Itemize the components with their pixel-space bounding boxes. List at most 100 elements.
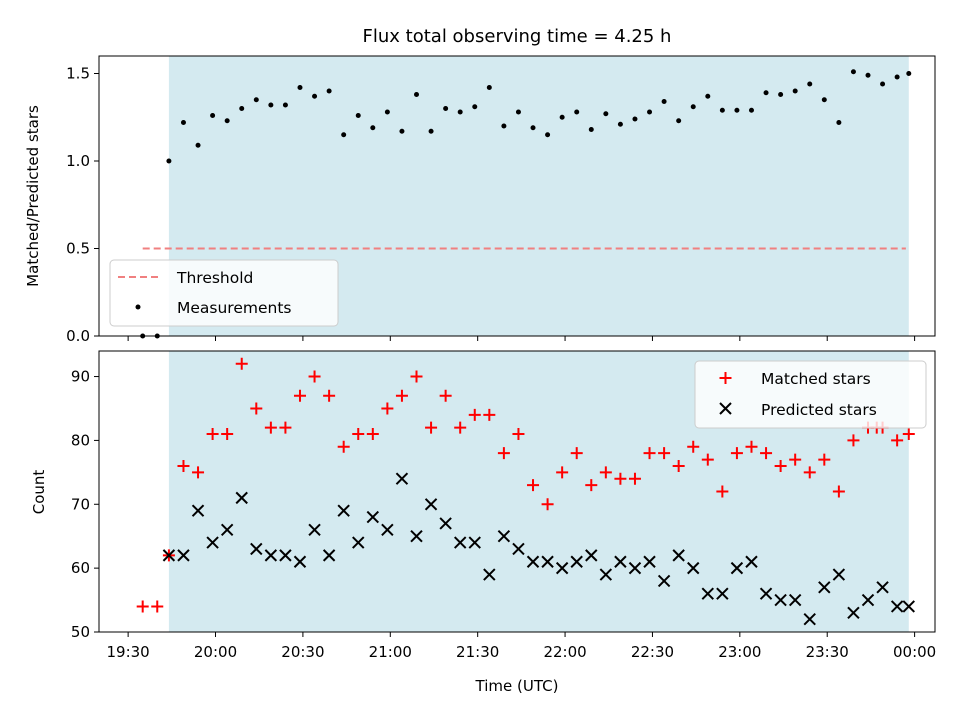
matched-star-point [136,600,149,613]
measurement-point [399,128,405,134]
measurement-point [355,113,361,118]
predicted-star-point [657,574,671,588]
predicted-star-point [716,587,729,600]
measurement-point [792,88,798,94]
matched-star-point [585,479,598,492]
time-x-tick-label: 21:00 [369,643,412,661]
measurement-point [166,158,172,164]
predicted-star-point [410,529,423,543]
count-legend: Matched stars Predicted stars [694,360,927,429]
ratio-x-ticks [127,336,916,341]
ratio-panel-frame [98,55,936,337]
measurement-point [763,90,769,96]
predicted-star-point [614,555,627,568]
measurement-point [195,142,201,148]
matched-star-point [279,421,292,434]
time-x-axis: 19:30 20:00 20:30 21:00 21:30 22:00 22:30 23:00… [107,632,936,661]
matched-star-point [541,498,554,511]
legend-measurements-swatch [135,304,141,310]
count-y-axis-label: Count [30,470,48,515]
predicted-star-point [453,536,467,549]
predicted-star-point [177,549,190,562]
matched-star-point [832,485,845,498]
ratio-marks [140,69,912,339]
time-x-tick-label: 23:00 [718,643,761,661]
measurement-point [647,109,653,115]
time-x-axis-label: Time (UTC) [475,677,559,695]
matched-star-point [891,434,904,447]
predicted-star-point [570,555,583,568]
predicted-star-point [250,542,263,556]
predicted-star-point [759,587,773,600]
measurement-point [690,104,696,110]
predicted-star-point [308,523,321,537]
measurement-point [180,120,186,125]
measurement-point [370,125,376,131]
matched-star-point [439,389,452,402]
measurement-point [472,104,478,110]
measurement-point [807,81,813,87]
measurement-point [486,85,492,90]
predicted-star-point [220,523,234,537]
predicted-star-point [555,561,569,575]
predicted-star-point [162,549,176,562]
count-marks [136,357,915,626]
matched-star-point [760,447,773,460]
ratio-panel: 0.0 0.5 1.0 1.5 Matched/Predicted stars Thr… [24,55,936,345]
predicted-star-point [902,600,915,613]
predicted-star-point [322,549,336,562]
matched-star-point [672,459,685,472]
predicted-star-point [541,555,554,568]
measurement-point [661,99,667,104]
predicted-star-point [439,517,452,530]
measurement-point [836,120,842,125]
count-y-tick-label: 70 [71,495,90,513]
predicted-star-point [876,581,889,594]
predicted-star-point [352,536,365,549]
predicted-star-point [497,529,511,543]
matched-star-point [730,447,743,460]
time-x-tick-label: 19:30 [107,643,150,661]
predicted-star-point [847,606,860,620]
predicted-star-point [468,536,481,549]
matched-star-point [235,357,248,370]
matched-star-point [803,466,816,479]
measurement-point [312,93,318,99]
measurement-point [210,113,216,118]
predicted-star-point [483,568,496,581]
matched-star-point [308,370,321,383]
predicted-star-point [235,491,248,505]
count-y-tick-label: 50 [71,623,90,641]
time-x-tick-label: 00:00 [893,643,936,661]
count-y-tick-label: 80 [71,431,90,449]
measurement-point [297,85,303,90]
matched-star-point [454,421,467,434]
measurement-point [719,107,725,113]
predicted-star-point [395,472,409,485]
time-x-tick-label: 22:30 [631,643,674,661]
predicted-star-point [366,510,380,524]
predicted-star-point [832,568,846,581]
matched-star-point [337,440,350,453]
matched-star-point [716,485,729,498]
predicted-star-point [628,561,642,575]
legend-predicted-swatch [719,402,732,415]
count-legend-box [694,360,927,429]
measurement-point [443,106,449,111]
ratio-y-tick-label: 0.5 [66,240,90,258]
matched-star-point [599,466,612,479]
measurement-point [326,88,332,94]
matched-star-point [177,459,190,472]
ratio-y-tick-label: 1.0 [66,152,90,170]
matched-star-point [643,447,656,460]
predicted-star-point [512,542,525,556]
measurement-point [428,128,434,134]
predicted-star-point [687,561,700,575]
matched-star-point [264,421,277,434]
matched-star-point [902,428,915,441]
legend-measurements-label: Measurements [177,299,292,317]
predicted-star-point [599,568,613,581]
matched-star-point [425,421,438,434]
matched-star-point [221,428,234,441]
